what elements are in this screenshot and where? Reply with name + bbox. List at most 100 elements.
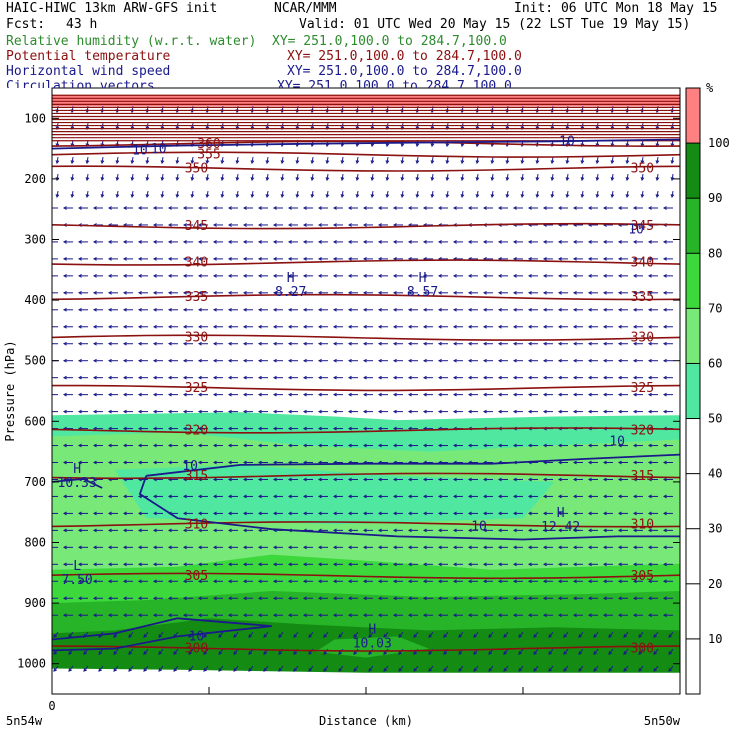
vector-head [407, 613, 412, 618]
vector-head [467, 273, 472, 278]
vector-head [587, 375, 592, 380]
vector-head [77, 375, 82, 380]
vector-head [77, 206, 82, 210]
vector-head [452, 545, 457, 550]
vector-head [535, 194, 540, 198]
vector-head [542, 443, 547, 448]
vector-head [662, 375, 667, 380]
vector-head [308, 634, 312, 639]
vector-head [653, 668, 657, 672]
vector-head [497, 206, 502, 210]
vector-head [167, 494, 172, 499]
vector-head [190, 194, 195, 198]
vector-head [152, 494, 157, 499]
vector-head [302, 477, 307, 482]
vector-head [137, 257, 142, 261]
vector-head [62, 324, 67, 329]
vector-head [130, 160, 135, 165]
vector-head [368, 634, 372, 639]
vector-head [317, 596, 322, 601]
vector-head [212, 341, 217, 346]
vector-head [272, 341, 277, 346]
vector-arrow [113, 648, 119, 655]
vector-head [670, 160, 675, 165]
vector-head [310, 160, 315, 165]
vector-head [197, 341, 202, 346]
vector-head [422, 341, 427, 346]
vector-head [542, 358, 547, 363]
vector-head [608, 651, 612, 656]
extremum-value: 8.57 [407, 285, 438, 300]
vector-head [400, 143, 405, 148]
vector-head [98, 651, 102, 656]
vector-head [377, 477, 382, 482]
vector-arrow [398, 665, 404, 672]
vector-head [49, 224, 52, 227]
vector-head [392, 409, 397, 414]
vector-head [77, 494, 82, 499]
vector-head [587, 392, 592, 397]
vector-head [647, 460, 652, 465]
vector-head [272, 545, 277, 550]
theta-contour-335 [52, 293, 680, 301]
vector-head [167, 460, 172, 465]
vector-head [62, 613, 67, 618]
theta-contour-305 [52, 572, 680, 580]
vector-arrow [668, 648, 674, 655]
vector-arrow [188, 665, 194, 672]
vector-head [302, 392, 307, 397]
vector-head [107, 257, 112, 261]
vector-head [287, 562, 292, 567]
vector-head [362, 324, 367, 329]
vector-head [128, 634, 132, 639]
wind-contour-1 [146, 453, 680, 477]
vector-head [512, 324, 517, 329]
vector-head [362, 307, 367, 312]
vector-head [62, 528, 67, 533]
vector-head [287, 460, 292, 465]
vector-head [197, 579, 202, 584]
vector-head [302, 324, 307, 329]
vector-head [443, 668, 447, 672]
vector-head [233, 634, 237, 639]
vector-head [617, 528, 622, 533]
theta-label-360: 360 [197, 137, 220, 152]
vector-head [587, 562, 592, 567]
vector-head [527, 545, 532, 550]
vector-head [197, 528, 202, 533]
vector-head [257, 307, 262, 312]
vector-head [62, 240, 67, 244]
vector-head [287, 511, 292, 516]
vector-head [227, 206, 232, 210]
vector-head [505, 194, 510, 198]
vector-head [263, 634, 267, 639]
vector-head [602, 307, 607, 312]
vector-head [572, 273, 577, 278]
vector-head [122, 511, 127, 516]
vector-head [398, 668, 402, 672]
wind-label: 10 [151, 142, 167, 157]
vector-head [197, 358, 202, 363]
vector-head [512, 341, 517, 346]
vector-head [452, 494, 457, 499]
y-tick-label: 100 [24, 111, 46, 125]
vector-head [490, 160, 495, 165]
vector-head [49, 546, 52, 549]
vector-head [220, 194, 225, 198]
vector-head [512, 613, 517, 618]
vector-head [197, 545, 202, 550]
vector-head [77, 460, 82, 465]
vector-head [100, 160, 105, 165]
vector-head [467, 613, 472, 618]
vector-head [632, 206, 637, 210]
colorbar-tick-label: 30 [708, 522, 722, 536]
vector-head [518, 668, 522, 672]
vector-head [197, 223, 202, 227]
vector-head [167, 562, 172, 567]
vector-head [353, 651, 357, 656]
vector-head [587, 273, 592, 278]
vector-head [662, 341, 667, 346]
vector-head [152, 341, 157, 346]
vector-head [512, 528, 517, 533]
vector-head [587, 307, 592, 312]
